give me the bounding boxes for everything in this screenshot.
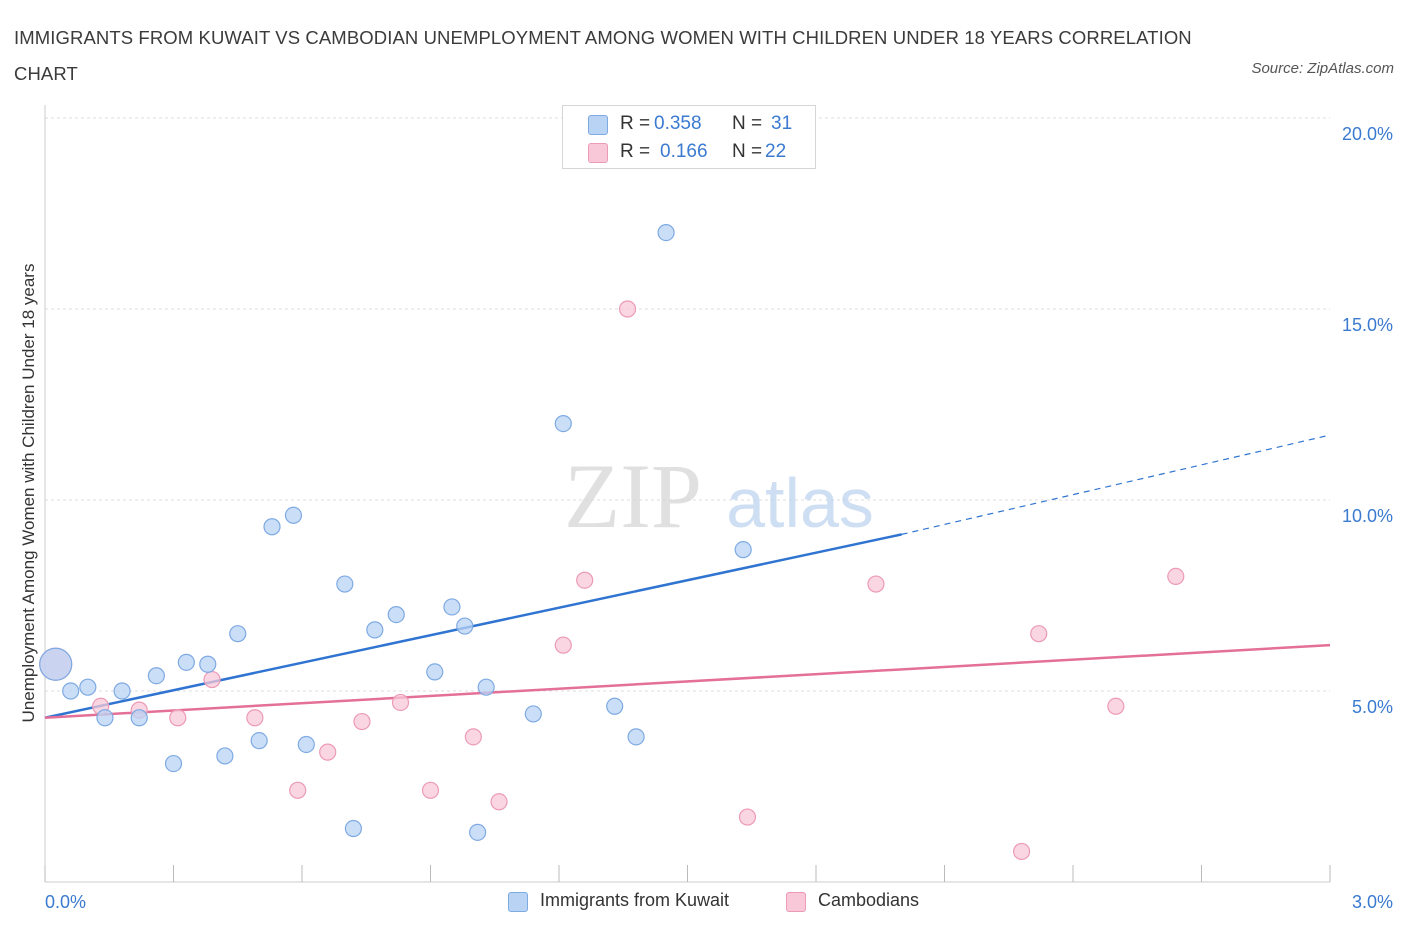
y-tick-label: 10.0% (1342, 506, 1393, 526)
n-value: 31 (771, 113, 793, 134)
kuwait-point (734, 541, 752, 559)
cambodians-point (391, 693, 410, 712)
cambodians-point (1107, 697, 1125, 715)
kuwait-point (554, 415, 572, 433)
y-tick-label: 5.0% (1352, 697, 1393, 717)
kuwait-point (250, 732, 268, 750)
legend-label: Immigrants from Kuwait (540, 890, 730, 910)
r-label: R = (620, 113, 651, 134)
kuwait-point (456, 617, 474, 635)
kuwait-point (426, 663, 444, 681)
cambodians-point (490, 793, 508, 811)
n-value: 22 (765, 141, 787, 162)
cambodians-point (1167, 567, 1185, 586)
cambodians-point (319, 743, 337, 761)
x-tick-label: 0.0% (45, 892, 86, 912)
kuwait-point (443, 598, 461, 616)
cambodians-point (246, 709, 264, 727)
kuwait-point (130, 709, 148, 727)
kuwait-swatch (588, 115, 608, 135)
kuwait-point (297, 735, 315, 754)
kuwait-point (477, 678, 495, 696)
cambodians-point (1012, 842, 1031, 861)
kuwait-point (469, 823, 487, 841)
watermark-zip: ZIP (564, 445, 702, 547)
kuwait-point (216, 747, 234, 765)
kuwait-point (229, 625, 247, 643)
cambodians-point (464, 728, 482, 746)
cambodians-swatch (786, 892, 806, 912)
kuwait-point (39, 647, 73, 681)
kuwait-point (79, 678, 97, 696)
cambodians-point (576, 571, 594, 589)
r-value: 0.358 (654, 113, 702, 134)
legend-label: Cambodians (818, 890, 920, 910)
kuwait-point (627, 728, 645, 746)
watermark: ZIP atlas (564, 445, 874, 547)
stats-box: R = 0.358 N = 31 R = 0.166 N = 22 (562, 105, 816, 169)
kuwait-point (387, 605, 405, 624)
kuwait-point (147, 667, 165, 685)
axes (44, 105, 1331, 883)
kuwait-point (336, 575, 354, 593)
kuwait-point (524, 705, 542, 723)
y-axis-label: Unemployment Among Women with Children U… (19, 264, 38, 723)
n-label: N = (732, 113, 763, 134)
data-points (39, 224, 1185, 861)
kuwait-point (263, 518, 281, 536)
kuwait-point (657, 224, 675, 242)
cambodians-point (289, 781, 307, 799)
cambodians-point (421, 781, 440, 799)
kuwait-point (164, 754, 183, 773)
kuwait-point (177, 653, 195, 671)
kuwait-point (113, 682, 131, 700)
cambodians-point (554, 636, 572, 654)
cambodians-trend-line (44, 643, 1331, 719)
cambodians-point (738, 808, 757, 826)
cambodians-point (169, 709, 187, 727)
cambodians-point (867, 575, 885, 593)
kuwait-point (199, 655, 217, 673)
watermark-atlas: atlas (726, 464, 874, 542)
chart-title: IMMIGRANTS FROM KUWAIT VS CAMBODIAN UNEM… (14, 27, 1192, 84)
y-tick-label: 15.0% (1342, 315, 1393, 335)
n-label: N = (732, 141, 763, 162)
cambodians-point (1030, 625, 1048, 643)
r-value: 0.166 (660, 141, 708, 162)
cambodians-point (353, 712, 371, 731)
y-tick-label: 20.0% (1342, 124, 1393, 144)
kuwait-point (366, 621, 384, 639)
kuwait-point (62, 682, 80, 700)
kuwait-point (96, 709, 114, 727)
cambodians-swatch (588, 143, 608, 163)
kuwait-point (284, 506, 303, 524)
kuwait-point (606, 697, 624, 715)
cambodians-point (203, 670, 221, 689)
r-label: R = (620, 141, 651, 162)
source-label: Source: ZipAtlas.com (1251, 60, 1394, 77)
kuwait-point (344, 819, 362, 838)
kuwait-swatch (508, 892, 528, 912)
gridlines (45, 117, 1330, 692)
x-tick-label: 3.0% (1352, 892, 1393, 912)
kuwait-trend-extension (901, 434, 1331, 535)
tick-labels: 5.0% 10.0% 15.0% 20.0% 0.0% 3.0% (45, 124, 1393, 912)
cambodians-point (618, 300, 637, 318)
